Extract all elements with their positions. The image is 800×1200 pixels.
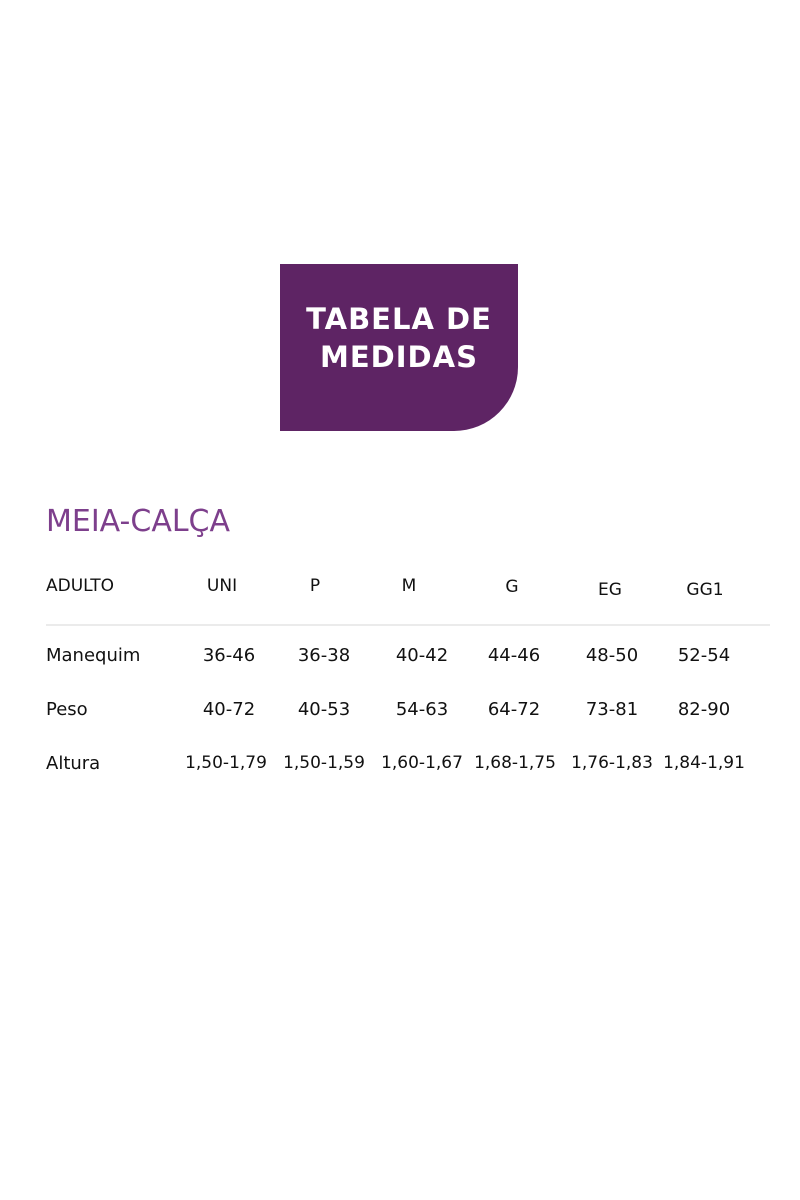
table-cell: 36-46 [202,645,256,666]
table-cell: 44-46 [487,645,541,666]
table-cell: 36-38 [297,645,351,666]
table-cell: 1,68-1,75 [474,753,556,773]
column-header: P [309,576,321,596]
column-header: M [401,576,417,596]
product-title: MEIA-CALÇA [46,504,231,539]
banner-title: TABELA DE MEDIDAS [306,300,492,376]
row-label: Altura [46,753,101,774]
header-divider [46,624,770,626]
column-header: GG1 [686,580,724,600]
banner-line-1: TABELA DE [306,301,492,336]
column-header: UNI [206,576,238,596]
table-row: Altura 1,50-1,79 1,50-1,59 1,60-1,67 1,6… [0,753,800,783]
column-header: EG [598,580,622,600]
table-cell: 1,84-1,91 [663,753,745,773]
table-row: Peso 40-72 40-53 54-63 64-72 73-81 82-90 [0,699,800,729]
table-cell: 73-81 [585,699,639,720]
table-cell: 1,76-1,83 [571,753,653,773]
table-cell: 1,50-1,79 [185,753,267,773]
size-chart-banner: TABELA DE MEDIDAS [280,264,518,431]
table-cell: 48-50 [585,645,639,666]
table-row: Manequim 36-46 36-38 40-42 44-46 48-50 5… [0,645,800,675]
table-cell: 40-42 [395,645,449,666]
table-cell: 64-72 [487,699,541,720]
table-cell: 52-54 [677,645,731,666]
header-label: ADULTO [46,576,115,596]
table-cell: 40-53 [297,699,351,720]
column-header: G [505,577,519,597]
table-cell: 82-90 [677,699,731,720]
table-cell: 40-72 [202,699,256,720]
table-cell: 1,50-1,59 [283,753,365,773]
table-header-row: ADULTO UNI P M G EG GG1 [0,576,800,606]
table-cell: 1,60-1,67 [381,753,463,773]
row-label: Peso [46,699,88,720]
row-label: Manequim [46,645,141,666]
table-cell: 54-63 [395,699,449,720]
banner-line-2: MEDIDAS [320,339,478,374]
